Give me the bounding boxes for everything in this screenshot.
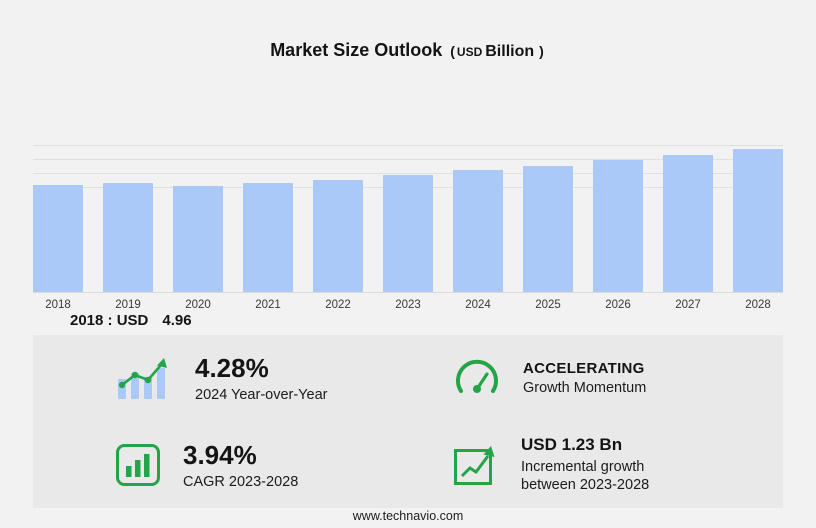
x-axis-label-2019: 2019 [115, 299, 141, 311]
bar-2025 [523, 166, 573, 292]
bar-growth-icon [115, 355, 173, 401]
plot-area [33, 142, 783, 293]
bar-chart: 2018 2019 2020 2021 2022 2023 2024 2025 2026 2027… [33, 142, 783, 311]
yoy-caption: 2024 Year-over-Year [195, 387, 328, 404]
x-axis-label-2023: 2023 [395, 299, 421, 311]
bar-2026 [593, 160, 643, 292]
close-paren: ) [539, 43, 544, 59]
baseline-annotation: 2018 : USD 4.96 [70, 312, 192, 329]
bar-2024 [453, 170, 503, 292]
gridline [33, 173, 783, 174]
bar-2019 [103, 183, 153, 292]
bar-2027 [663, 155, 713, 292]
stat-incremental-growth: USD 1.23 Bn Incremental growth between 2… [408, 422, 783, 509]
website-url: www.technavio.com [352, 509, 464, 523]
x-axis-label-2026: 2026 [605, 299, 631, 311]
bar-2028 [733, 149, 783, 292]
stats-panel: 4.28% 2024 Year-over-Year ACCELERATING G… [33, 335, 783, 508]
bar-2020 [173, 186, 223, 292]
title-text: Market Size Outlook [270, 40, 443, 60]
cagr-caption: CAGR 2023-2028 [183, 473, 299, 490]
momentum-caption: Growth Momentum [523, 380, 647, 397]
bar-2021 [243, 183, 293, 292]
gridline [33, 145, 783, 146]
x-axis-label-2020: 2020 [185, 299, 211, 311]
x-axis-label-2028: 2028 [745, 299, 771, 311]
bar-series [33, 142, 783, 292]
incremental-caption: Incremental growth between 2023-2028 [521, 459, 650, 494]
x-axis-label-2018: 2018 [45, 299, 71, 311]
yoy-value: 4.28% [195, 353, 269, 384]
x-axis-label-2021: 2021 [255, 299, 281, 311]
stat-cagr: 3.94% CAGR 2023-2028 [33, 422, 408, 509]
bar-2023 [383, 175, 433, 292]
x-axis-label-2025: 2025 [535, 299, 561, 311]
speedometer-icon [453, 359, 501, 397]
momentum-title: ACCELERATING [523, 360, 645, 378]
stat-yoy-growth: 4.28% 2024 Year-over-Year [33, 335, 408, 422]
cagr-value: 3.94% [183, 439, 257, 470]
stat-text: 4.28% 2024 Year-over-Year [195, 353, 327, 403]
chart-title: Market Size Outlook (USD Billion) [0, 40, 816, 61]
incremental-value: USD 1.23 Bn [521, 435, 623, 455]
x-axis-labels: 2018 2019 2020 2021 2022 2023 2024 2025 2026 2027… [33, 299, 783, 311]
stat-text: 3.94% CAGR 2023-2028 [183, 440, 298, 490]
framed-bar-chart-icon [115, 443, 161, 487]
stat-text: USD 1.23 Bn Incremental growth between 2… [521, 435, 701, 494]
x-axis-label-2022: 2022 [325, 299, 351, 311]
gridline [33, 159, 783, 160]
rising-arrow-chart-icon [453, 444, 499, 486]
currency-label: USD [456, 45, 483, 59]
x-axis-label-2024: 2024 [465, 299, 491, 311]
stat-text: ACCELERATING Growth Momentum [523, 360, 646, 396]
bar-2018 [33, 185, 83, 292]
annotation-value: 4.96 [162, 312, 192, 329]
stat-growth-momentum: ACCELERATING Growth Momentum [408, 335, 783, 422]
bar-2022 [313, 180, 363, 292]
open-paren: ( [450, 43, 455, 59]
annotation-label: 2018 : USD [70, 312, 149, 329]
x-axis-label-2027: 2027 [675, 299, 701, 311]
unit-label: Billion [485, 43, 535, 60]
